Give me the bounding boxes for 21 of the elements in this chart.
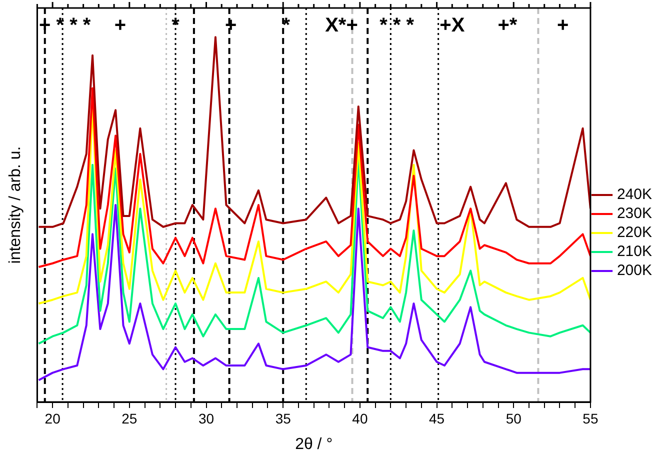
x-tick-label: 50 [506,410,522,426]
y-axis-title: intensity / arb. u. [7,146,24,264]
x-tick-label: 40 [352,410,368,426]
text: +* [498,14,518,37]
text: + [556,14,569,37]
text: +X [440,14,466,37]
x-tick-label: 45 [428,410,445,426]
x-tick-label: 55 [582,410,598,426]
x-axis-title: 2θ / ° [295,436,333,453]
x-tick-label: 20 [44,410,61,426]
x-tick-label: 35 [275,410,292,426]
text: + [114,14,126,37]
x-tick-label: 30 [198,410,214,426]
legend-label: 240K [616,186,652,204]
legend-label: 220K [616,224,652,242]
x-tick-label: 25 [122,410,138,426]
legend-label: 200K [616,262,652,280]
text: X*+ [325,14,358,37]
text: * * * [380,14,414,37]
legend-label: 210K [616,243,652,260]
legend-label: 230K [616,205,652,222]
